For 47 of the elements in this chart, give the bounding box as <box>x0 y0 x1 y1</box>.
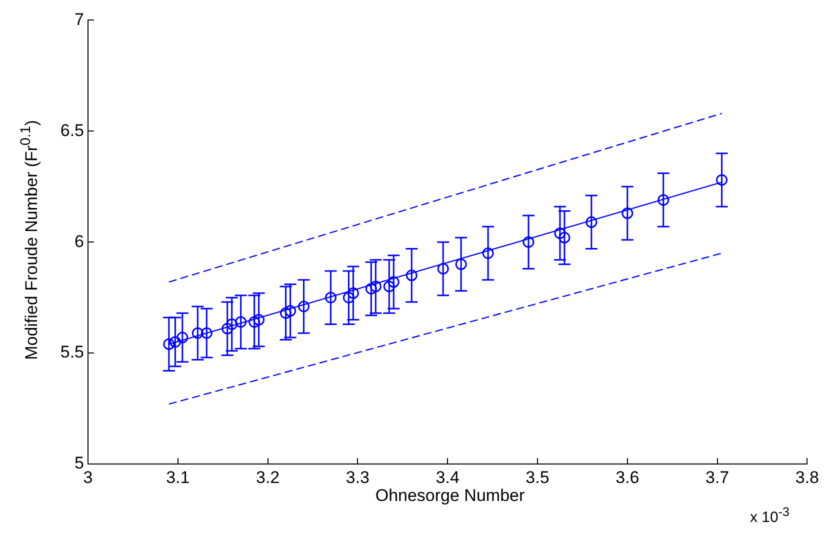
x-tick-label: 3.7 <box>705 468 730 487</box>
y-tick-label: 7 <box>74 10 84 29</box>
x-tick-label: 3.2 <box>256 468 280 487</box>
point <box>455 258 467 270</box>
x-axis-title: Ohnesorge Number <box>375 486 525 506</box>
point <box>235 316 247 328</box>
y-tick-label: 5.5 <box>60 342 84 362</box>
point <box>342 292 354 304</box>
point <box>192 327 204 339</box>
x-tick-label: 3 <box>83 468 93 487</box>
y-tick-label: 6 <box>74 232 84 251</box>
point <box>169 336 181 348</box>
point <box>370 280 382 292</box>
point <box>298 300 310 312</box>
text: x 10$^{-3}$ <box>750 505 790 526</box>
point <box>383 280 395 292</box>
point <box>554 227 566 239</box>
point <box>248 316 260 328</box>
point <box>200 327 212 339</box>
y-tick-label: 6.5 <box>60 120 84 140</box>
point <box>482 247 494 259</box>
point <box>716 174 728 186</box>
point <box>558 232 570 244</box>
point <box>284 305 296 317</box>
point <box>176 332 188 344</box>
x-tick-label: 3.8 <box>795 468 820 487</box>
point <box>347 287 359 299</box>
point <box>437 262 449 274</box>
x-tick-label: 3.4 <box>436 468 460 487</box>
point <box>222 322 234 334</box>
point <box>622 208 634 220</box>
x-tick-label: 3.5 <box>526 468 550 487</box>
x-tick-label: 3.6 <box>616 468 640 487</box>
point <box>586 216 598 228</box>
point <box>388 276 400 288</box>
point <box>253 314 265 326</box>
x-tick-label: 3.1 <box>166 468 190 487</box>
point <box>406 270 418 282</box>
y-tick-label: 5 <box>74 454 84 473</box>
point <box>280 307 292 319</box>
point <box>226 318 238 330</box>
point <box>163 338 175 350</box>
point <box>658 194 670 206</box>
point <box>365 282 377 294</box>
point <box>324 292 336 304</box>
x-tick-label: 3.3 <box>346 468 370 487</box>
point <box>522 236 534 248</box>
